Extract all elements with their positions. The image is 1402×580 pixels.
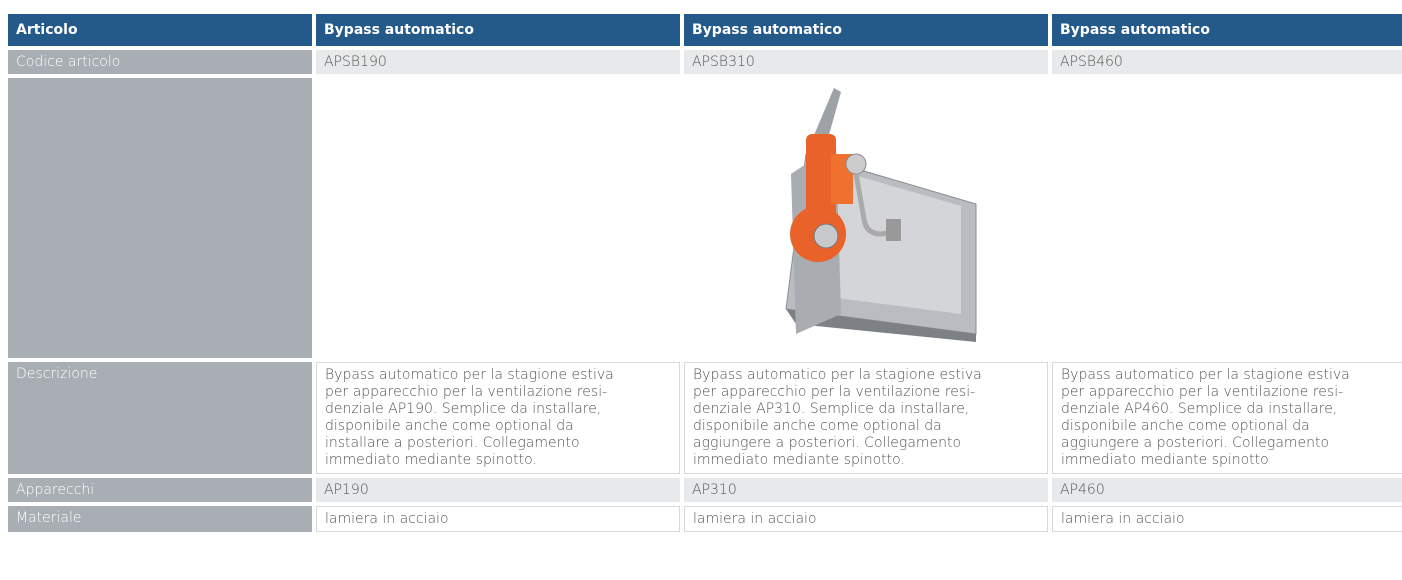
spec-table-wrap: Articolo Bypass automatico Bypass automa… [8,14,1402,532]
cell: AP190 [316,478,680,502]
header-cell: Bypass automatico [684,14,1048,46]
header-cell: Bypass automatico [316,14,680,46]
cell: APSB460 [1052,50,1402,74]
image-row [8,78,1402,358]
product-image [785,88,977,342]
material-row: Materiale lamiera in acciaio lamiera in … [8,506,1402,532]
devices-row: Apparecchi AP190 AP310 AP460 [8,478,1402,502]
cell: lamiera in acciaio [684,506,1048,532]
spec-table: Articolo Bypass automatico Bypass automa… [4,10,1402,536]
row-label: Descrizione [8,362,312,474]
cell: Bypass automatico per la stagione estiva… [684,362,1048,474]
row-label: Apparecchi [8,478,312,502]
header-row: Articolo Bypass automatico Bypass automa… [8,14,1402,46]
row-label [8,78,312,358]
header-cell: Bypass automatico [1052,14,1402,46]
cell: lamiera in acciaio [1052,506,1402,532]
code-row: Codice articolo APSB190 APSB310 APSB460 [8,50,1402,74]
cell: AP460 [1052,478,1402,502]
row-label: Materiale [8,506,312,532]
cell: Bypass automatico per la stagione estiva… [1052,362,1402,474]
image-cell [316,78,1402,358]
cell: Bypass automatico per la stagione estiva… [316,362,680,474]
cell: APSB190 [316,50,680,74]
cell: AP310 [684,478,1048,502]
cell: lamiera in acciaio [316,506,680,532]
cell: APSB310 [684,50,1048,74]
row-label: Codice articolo [8,50,312,74]
header-cell: Articolo [8,14,312,46]
description-row: Descrizione Bypass automatico per la sta… [8,362,1402,474]
